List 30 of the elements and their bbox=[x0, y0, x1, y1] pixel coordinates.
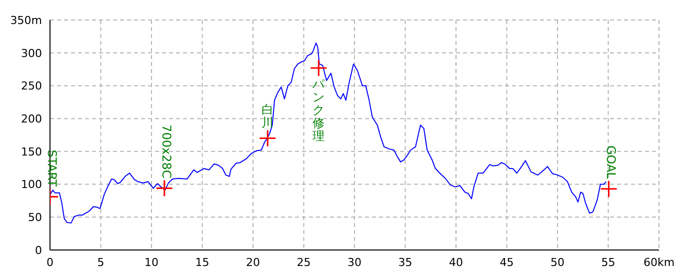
annotation: GOAL bbox=[604, 145, 618, 180]
point bbox=[258, 130, 276, 148]
annotation: 白川 bbox=[262, 102, 274, 130]
y-tick-label: 50 bbox=[28, 211, 42, 224]
y-tick-label: 350m bbox=[10, 14, 42, 27]
x-tick-label: 20 bbox=[246, 256, 260, 269]
x-tick-label: 0 bbox=[46, 256, 54, 269]
x-tick-label: 30 bbox=[348, 256, 362, 269]
y-tick-label: 200 bbox=[21, 112, 42, 126]
point bbox=[310, 59, 328, 77]
point bbox=[156, 179, 174, 197]
annotation: パンク修理 bbox=[312, 76, 326, 143]
annotation: START bbox=[45, 150, 59, 188]
x-tick-label: 10 bbox=[144, 256, 158, 269]
x-tick-label: 45 bbox=[500, 256, 514, 269]
x-tick-label: 15 bbox=[195, 256, 210, 269]
point bbox=[600, 180, 618, 198]
annotation: 700x28C bbox=[159, 124, 174, 178]
y-tick-label: 300 bbox=[21, 46, 42, 60]
x-tick-label: 35 bbox=[398, 256, 412, 269]
y-tick-label: 0 bbox=[35, 244, 42, 257]
x-tick-label: 25 bbox=[296, 256, 311, 269]
y-tick-label: 150 bbox=[21, 145, 42, 158]
x-tick-label: 60km bbox=[643, 256, 675, 269]
x-tick-label: 5 bbox=[97, 256, 104, 269]
x-tick-label: 40 bbox=[449, 256, 463, 269]
x-tick-label: 55 bbox=[601, 256, 616, 269]
y-tick-label: 250 bbox=[21, 80, 42, 93]
y-tick-label: 100 bbox=[21, 178, 42, 192]
x-tick-label: 50 bbox=[550, 256, 564, 269]
